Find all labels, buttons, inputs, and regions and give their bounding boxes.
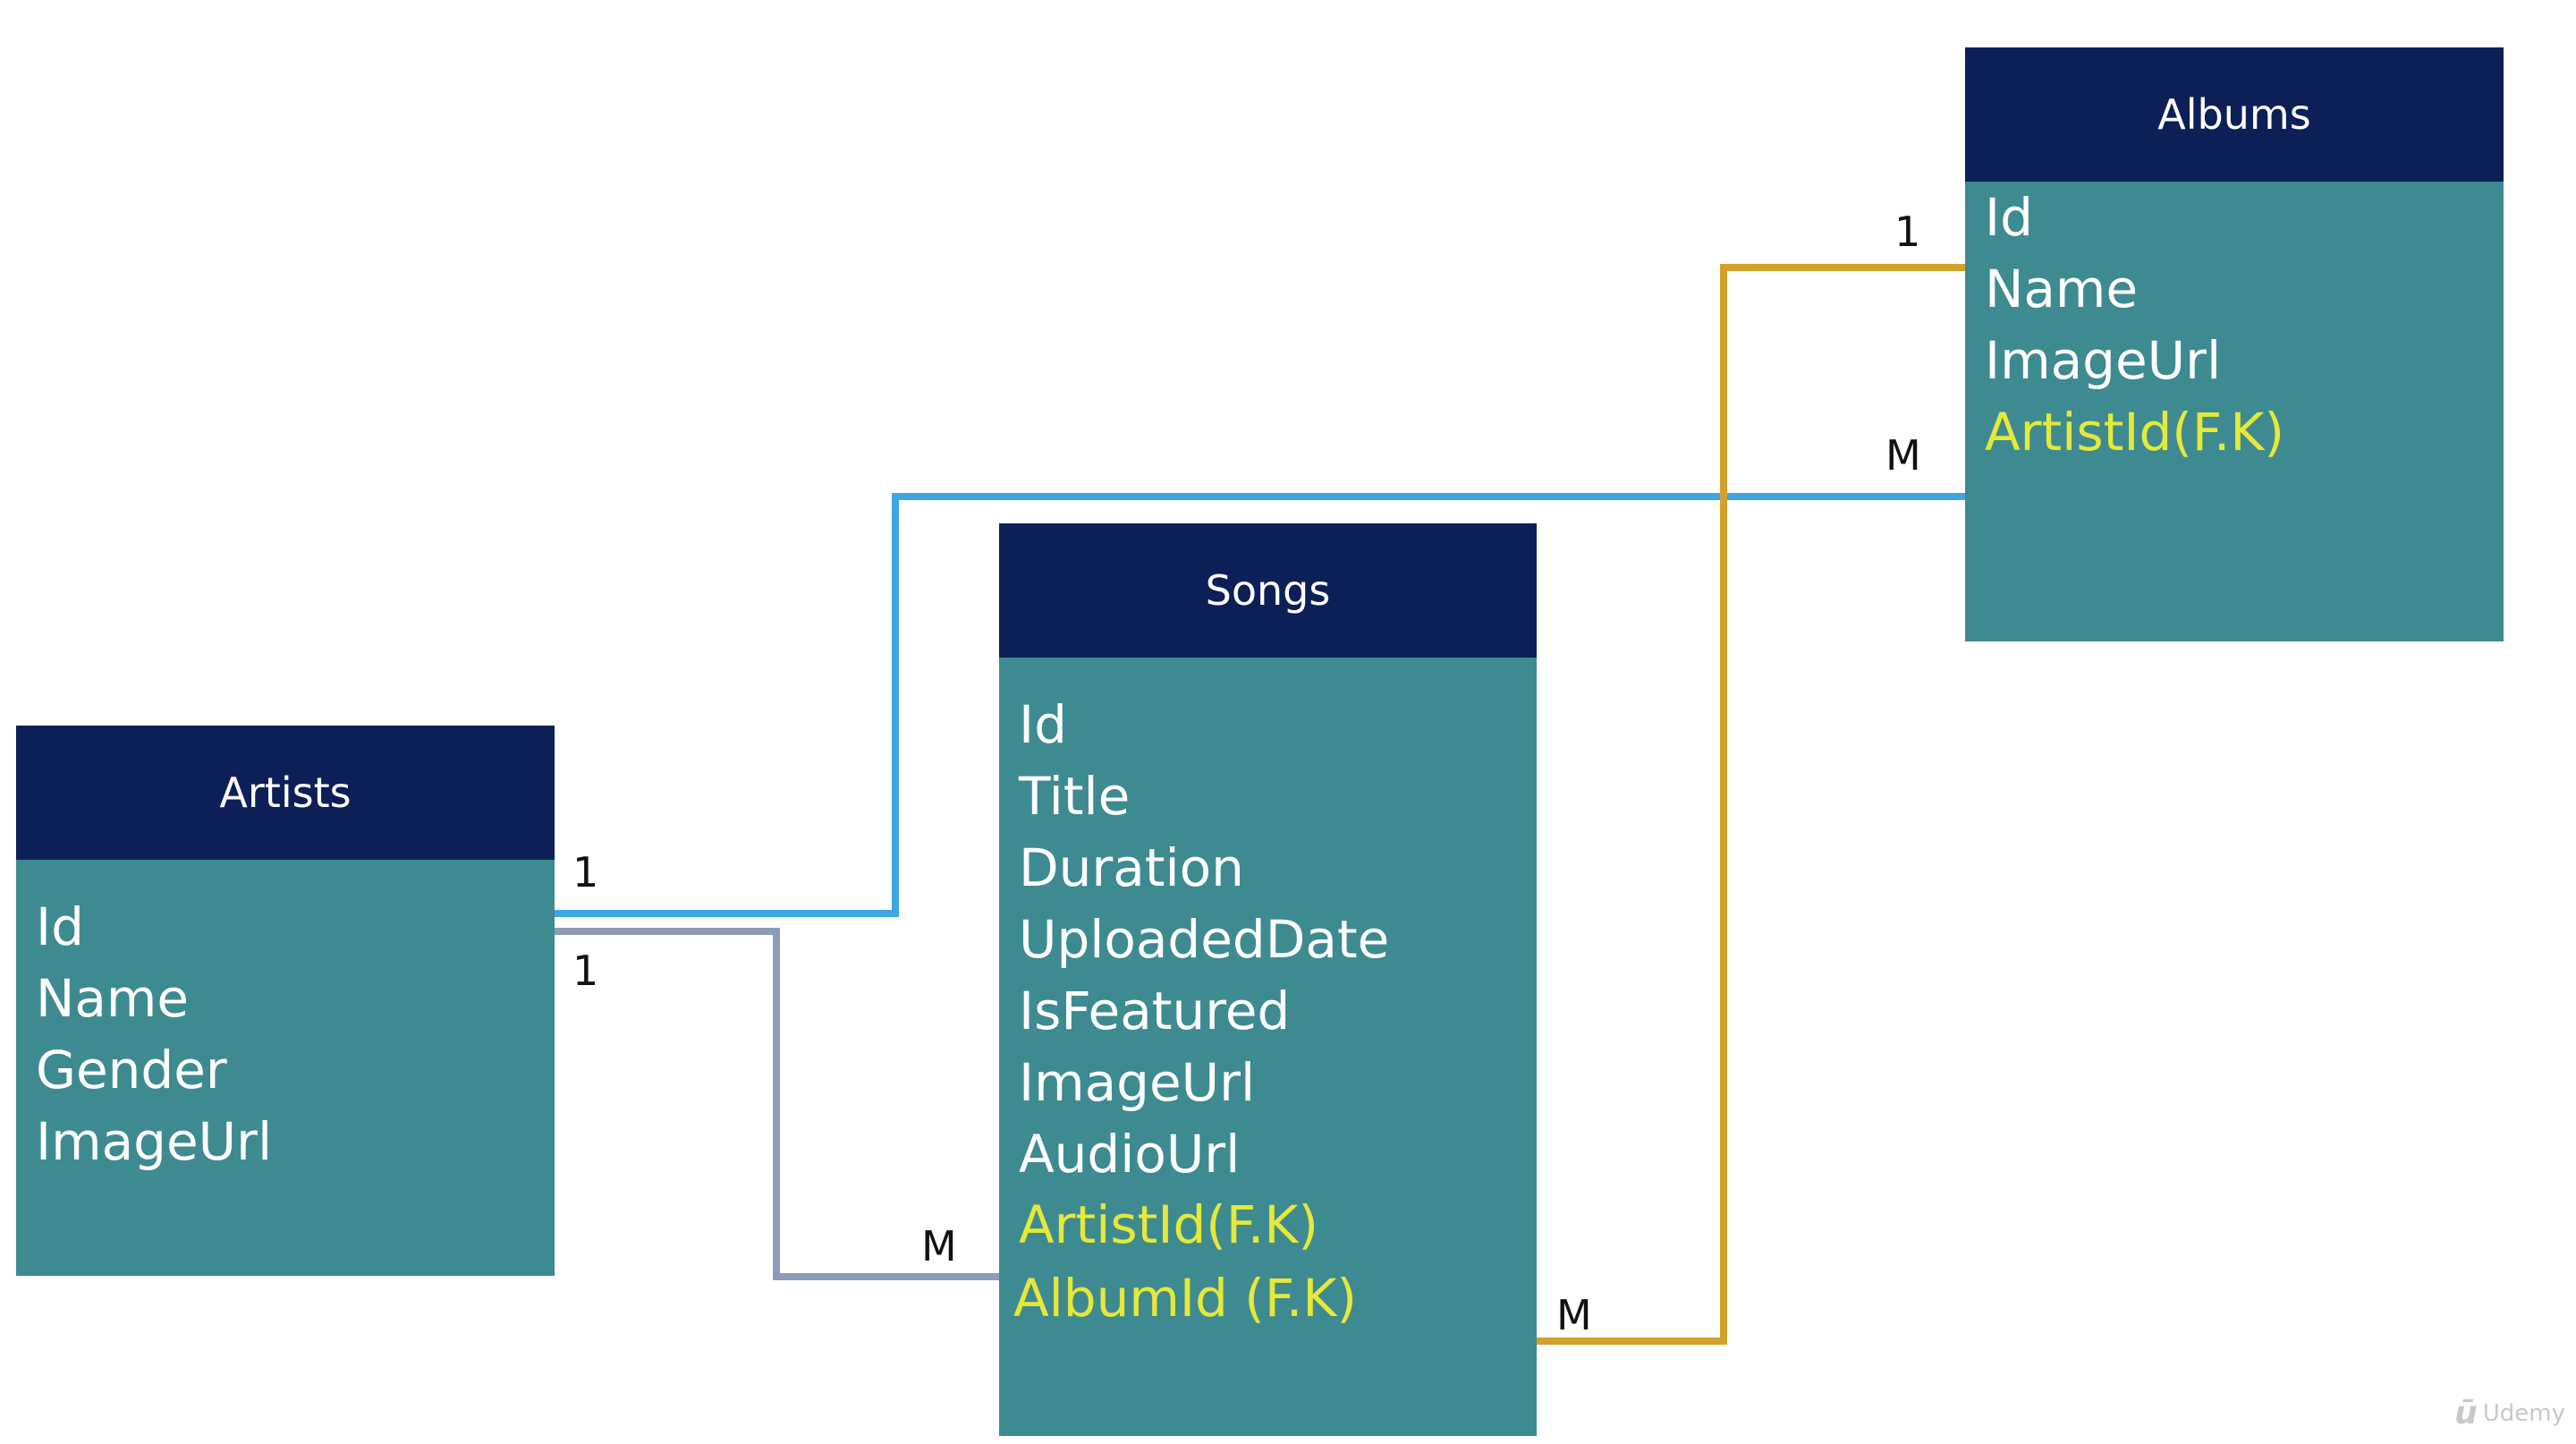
songs-field-albumid-fk: AlbumId (F.K)	[1013, 1268, 1357, 1329]
songs-table-title: Songs	[1205, 566, 1331, 615]
songs-field-uploadeddate: UploadedDate	[1019, 909, 1390, 970]
songs-table: Songs Id Title Duration UploadedDate IsF…	[999, 523, 1537, 1436]
songs-table-header: Songs	[999, 523, 1537, 658]
albums-table-title: Albums	[2157, 90, 2311, 139]
artist-song-line	[555, 928, 1000, 1280]
album-song-card-one: 1	[1894, 208, 1921, 256]
songs-field-audiourl: AudioUrl	[1019, 1124, 1241, 1185]
artist-album-card-one: 1	[572, 848, 599, 896]
udemy-watermark: ū Udemy	[2454, 1395, 2565, 1431]
songs-field-title: Title	[1019, 766, 1131, 827]
artist-album-line	[555, 493, 1966, 917]
albums-table: Albums Id Name ImageUrl ArtistId(F.K)	[1965, 47, 2504, 641]
artists-field-imageurl: ImageUrl	[36, 1111, 273, 1172]
songs-field-isfeatured: IsFeatured	[1019, 981, 1291, 1041]
albums-field-list: Id Name ImageUrl ArtistId(F.K)	[1965, 182, 2504, 468]
albums-field-name: Name	[1985, 259, 2139, 319]
albums-field-imageurl: ImageUrl	[1985, 330, 2222, 391]
artists-field-id: Id	[36, 896, 84, 957]
songs-field-duration: Duration	[1019, 837, 1244, 898]
artists-table-title: Artists	[219, 769, 352, 817]
songs-field-id: Id	[1019, 694, 1067, 755]
artists-table-header: Artists	[16, 726, 555, 860]
artists-field-list: Id Name Gender ImageUrl	[16, 860, 555, 1177]
songs-field-imageurl: ImageUrl	[1019, 1052, 1256, 1113]
album-song-line	[1536, 264, 1966, 1345]
album-song-card-many: M	[1556, 1291, 1592, 1339]
artist-song-card-one: 1	[572, 947, 599, 995]
albums-table-header: Albums	[1965, 47, 2504, 182]
artist-album-card-many: M	[1885, 431, 1921, 480]
albums-field-artistid-fk: ArtistId(F.K)	[1985, 402, 2285, 463]
songs-field-artistid-fk: ArtistId(F.K)	[1019, 1194, 1319, 1255]
artists-field-gender: Gender	[36, 1040, 227, 1100]
artists-table: Artists Id Name Gender ImageUrl	[16, 726, 555, 1276]
albums-field-id: Id	[1985, 187, 2033, 248]
songs-field-list: Id Title Duration UploadedDate IsFeature…	[999, 658, 1537, 1337]
udemy-logo-icon: ū	[2454, 1395, 2478, 1431]
artist-song-card-many: M	[921, 1222, 957, 1270]
udemy-watermark-text: Udemy	[2482, 1399, 2565, 1427]
artists-field-name: Name	[36, 968, 190, 1029]
